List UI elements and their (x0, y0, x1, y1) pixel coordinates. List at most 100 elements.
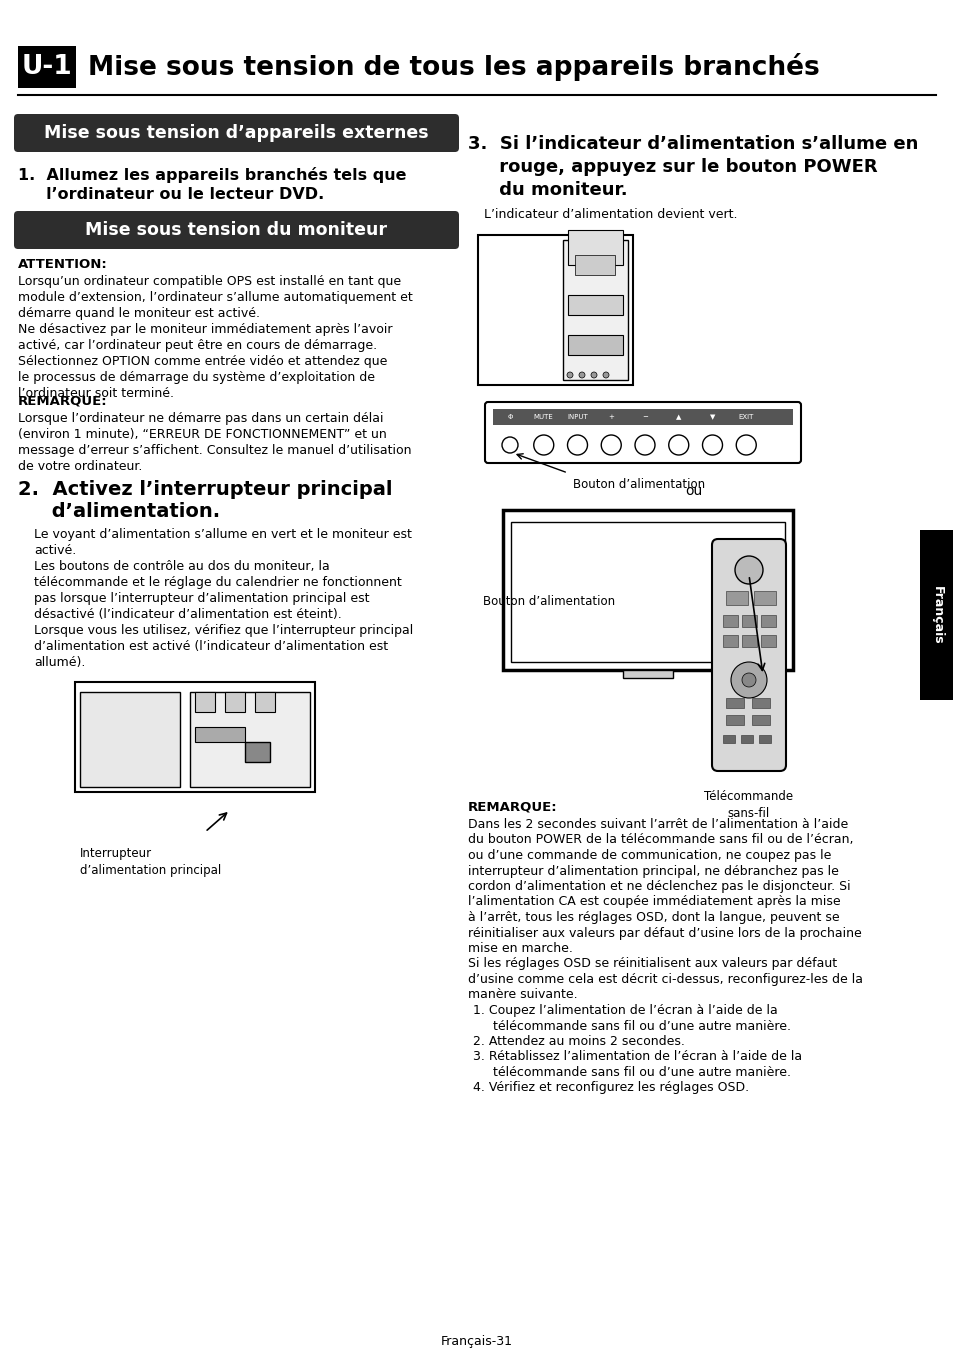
Circle shape (701, 435, 721, 455)
Text: pas lorsque l’interrupteur d’alimentation principal est: pas lorsque l’interrupteur d’alimentatio… (34, 593, 369, 605)
FancyBboxPatch shape (14, 113, 458, 153)
Bar (194, 728, 245, 743)
Bar (725, 591, 747, 605)
Text: Si les réglages OSD se réinitialisent aux valeurs par défaut: Si les réglages OSD se réinitialisent au… (468, 957, 836, 971)
Text: réinitialiser aux valeurs par défaut d’usine lors de la prochaine: réinitialiser aux valeurs par défaut d’u… (468, 926, 861, 940)
Text: Dans les 2 secondes suivant l’arrêt de l’alimentation à l’aide: Dans les 2 secondes suivant l’arrêt de l… (468, 818, 847, 832)
Text: ▲: ▲ (676, 414, 680, 420)
Circle shape (736, 435, 756, 455)
Text: à l’arrêt, tous les réglages OSD, dont la langue, peuvent se: à l’arrêt, tous les réglages OSD, dont l… (468, 911, 839, 923)
Text: EXIT: EXIT (738, 414, 753, 420)
Text: l’alimentation CA est coupée immédiatement après la mise: l’alimentation CA est coupée immédiateme… (468, 895, 840, 909)
Text: REMARQUE:: REMARQUE: (18, 396, 108, 408)
Text: manère suivante.: manère suivante. (468, 988, 577, 1002)
Circle shape (741, 674, 755, 687)
Text: mise en marche.: mise en marche. (468, 942, 572, 954)
Text: télécommande et le réglage du calendrier ne fonctionnent: télécommande et le réglage du calendrier… (34, 576, 401, 589)
Bar (740, 734, 752, 743)
Bar (75, 682, 314, 792)
Bar (254, 693, 274, 711)
Text: −: − (641, 414, 647, 420)
Bar (477, 235, 633, 385)
Text: activé.: activé. (34, 544, 76, 558)
Bar (190, 693, 310, 787)
Text: module d’extension, l’ordinateur s’allume automatiquement et: module d’extension, l’ordinateur s’allum… (18, 292, 413, 304)
Bar (502, 510, 792, 670)
Text: Bouton d’alimentation: Bouton d’alimentation (573, 478, 704, 491)
Text: Ne désactivez par le moniteur immédiatement après l’avoir: Ne désactivez par le moniteur immédiatem… (18, 323, 392, 336)
Text: INPUT: INPUT (566, 414, 587, 420)
Text: l’ordinateur soit terminé.: l’ordinateur soit terminé. (18, 387, 173, 400)
Text: Mise sous tension de tous les appareils branchés: Mise sous tension de tous les appareils … (88, 53, 819, 81)
Text: MUTE: MUTE (534, 414, 553, 420)
Text: 2. Attendez au moins 2 secondes.: 2. Attendez au moins 2 secondes. (473, 1035, 684, 1048)
Text: le processus de démarrage du système d’exploitation de: le processus de démarrage du système d’e… (18, 371, 375, 383)
Bar (245, 743, 270, 761)
Text: rouge, appuyez sur le bouton POWER: rouge, appuyez sur le bouton POWER (468, 158, 877, 176)
Text: 1.  Allumez les appareils branchés tels que: 1. Allumez les appareils branchés tels q… (18, 167, 406, 184)
Circle shape (567, 435, 587, 455)
Text: Français-31: Français-31 (440, 1335, 513, 1349)
Bar (225, 693, 245, 711)
Text: l’ordinateur ou le lecteur DVD.: l’ordinateur ou le lecteur DVD. (18, 188, 324, 202)
Bar (759, 734, 770, 743)
Text: Le voyant d’alimentation s’allume en vert et le moniteur est: Le voyant d’alimentation s’allume en ver… (34, 528, 412, 541)
Circle shape (635, 435, 655, 455)
Text: de votre ordinateur.: de votre ordinateur. (18, 460, 142, 472)
Text: +: + (608, 414, 614, 420)
Bar (622, 670, 672, 678)
Text: télécommande sans fil ou d’une autre manière.: télécommande sans fil ou d’une autre man… (473, 1019, 790, 1033)
Bar (562, 240, 627, 379)
Text: Sélectionnez OPTION comme entrée vidéo et attendez que: Sélectionnez OPTION comme entrée vidéo e… (18, 355, 387, 369)
Text: Mise sous tension d’appareils externes: Mise sous tension d’appareils externes (44, 124, 428, 142)
Circle shape (501, 437, 517, 454)
FancyBboxPatch shape (484, 402, 801, 463)
FancyBboxPatch shape (711, 539, 785, 771)
Bar (741, 634, 757, 647)
Text: Mise sous tension du moniteur: Mise sous tension du moniteur (86, 221, 387, 239)
Bar (725, 716, 743, 725)
Bar (567, 335, 622, 355)
Bar (760, 634, 775, 647)
Bar (741, 616, 757, 626)
Bar (760, 616, 775, 626)
Bar (751, 698, 769, 707)
Bar (725, 698, 743, 707)
Bar (722, 634, 738, 647)
Text: 3.  Si l’indicateur d’alimentation s’allume en: 3. Si l’indicateur d’alimentation s’allu… (468, 135, 918, 153)
Text: (environ 1 minute), “ERREUR DE FONCTIONNEMENT” et un: (environ 1 minute), “ERREUR DE FONCTIONN… (18, 428, 386, 441)
Text: Lorsque vous les utilisez, vérifiez que l’interrupteur principal: Lorsque vous les utilisez, vérifiez que … (34, 624, 413, 637)
Text: message d’erreur s’affichent. Consultez le manuel d’utilisation: message d’erreur s’affichent. Consultez … (18, 444, 411, 458)
Text: ou d’une commande de communication, ne coupez pas le: ou d’une commande de communication, ne c… (468, 849, 830, 863)
Circle shape (566, 373, 573, 378)
FancyBboxPatch shape (14, 211, 458, 248)
Text: 3. Rétablissez l’alimentation de l’écran à l’aide de la: 3. Rétablissez l’alimentation de l’écran… (473, 1050, 801, 1064)
Text: activé, car l’ordinateur peut être en cours de démarrage.: activé, car l’ordinateur peut être en co… (18, 339, 376, 352)
Bar (194, 693, 214, 711)
Text: d’usine comme cela est décrit ci-dessus, reconfigurez-les de la: d’usine comme cela est décrit ci-dessus,… (468, 973, 862, 985)
Text: cordon d’alimentation et ne déclenchez pas le disjoncteur. Si: cordon d’alimentation et ne déclenchez p… (468, 880, 850, 892)
Text: Français: Français (929, 586, 943, 644)
Text: REMARQUE:: REMARQUE: (468, 801, 558, 813)
Text: d’alimentation.: d’alimentation. (18, 502, 220, 521)
Bar (80, 693, 180, 787)
Text: Lorsque l’ordinateur ne démarre pas dans un certain délai: Lorsque l’ordinateur ne démarre pas dans… (18, 412, 383, 425)
Bar (722, 734, 734, 743)
Text: ATTENTION:: ATTENTION: (18, 258, 108, 271)
Text: Interrupteur
d’alimentation principal: Interrupteur d’alimentation principal (80, 846, 221, 878)
Text: Bouton d’alimentation: Bouton d’alimentation (482, 595, 615, 608)
Text: 1. Coupez l’alimentation de l’écran à l’aide de la: 1. Coupez l’alimentation de l’écran à l’… (473, 1004, 777, 1017)
Text: L’indicateur d’alimentation devient vert.: L’indicateur d’alimentation devient vert… (483, 208, 737, 221)
Text: d’alimentation est activé (l’indicateur d’alimentation est: d’alimentation est activé (l’indicateur … (34, 640, 388, 653)
Circle shape (734, 556, 762, 585)
Circle shape (578, 373, 584, 378)
Bar (493, 409, 792, 425)
Bar (575, 255, 615, 275)
Text: Les boutons de contrôle au dos du moniteur, la: Les boutons de contrôle au dos du monite… (34, 560, 330, 572)
Text: du bouton POWER de la télécommande sans fil ou de l’écran,: du bouton POWER de la télécommande sans … (468, 833, 853, 846)
Bar (511, 522, 784, 662)
Bar (722, 616, 738, 626)
Text: ▼: ▼ (709, 414, 715, 420)
Text: télécommande sans fil ou d’une autre manière.: télécommande sans fil ou d’une autre man… (473, 1066, 790, 1079)
Text: Φ: Φ (507, 414, 512, 420)
